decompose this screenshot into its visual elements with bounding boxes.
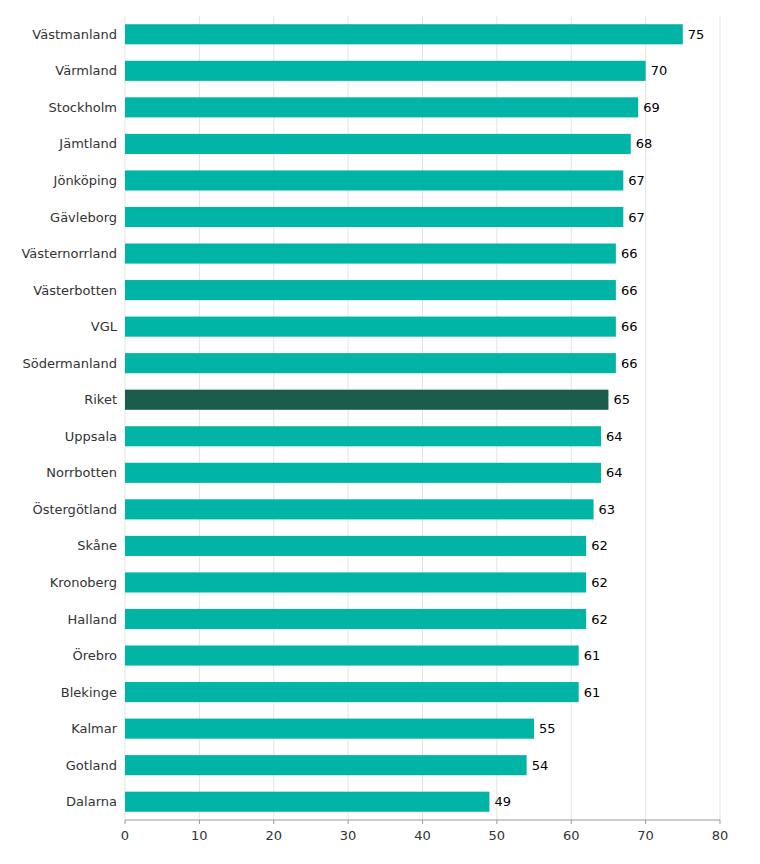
category-label: Stockholm bbox=[49, 100, 117, 115]
tick-mark bbox=[496, 820, 497, 824]
tick-label: 0 bbox=[121, 828, 129, 843]
bar bbox=[125, 170, 623, 190]
bar bbox=[125, 207, 623, 227]
tick-label: 70 bbox=[637, 828, 654, 843]
category-label: Jämtland bbox=[58, 136, 117, 151]
bar bbox=[125, 134, 631, 154]
category-label: Gävleborg bbox=[50, 210, 117, 225]
category-label: VGL bbox=[91, 319, 118, 334]
data-label: 55 bbox=[539, 721, 556, 736]
bar bbox=[125, 609, 586, 629]
bar bbox=[125, 572, 586, 592]
bar bbox=[125, 499, 594, 519]
bar bbox=[125, 24, 683, 44]
category-label: Dalarna bbox=[66, 794, 117, 809]
x-axis: 0 10 20 30 40 50 60 70 80 bbox=[121, 820, 728, 843]
tick-label: 50 bbox=[489, 828, 506, 843]
bar bbox=[125, 463, 601, 483]
data-label: 66 bbox=[621, 283, 638, 298]
data-label: 67 bbox=[628, 173, 645, 188]
bar bbox=[125, 390, 608, 410]
category-label: Skåne bbox=[77, 538, 117, 553]
category-label: Östergötland bbox=[32, 501, 117, 517]
tick-label: 20 bbox=[265, 828, 282, 843]
data-label: 66 bbox=[621, 356, 638, 371]
data-label: 62 bbox=[591, 538, 608, 553]
category-label: Uppsala bbox=[65, 429, 117, 444]
data-label: 68 bbox=[636, 136, 653, 151]
category-label: Värmland bbox=[55, 63, 117, 78]
bar bbox=[125, 317, 616, 337]
category-label: Halland bbox=[68, 612, 117, 627]
data-label: 63 bbox=[599, 502, 616, 517]
bar bbox=[125, 536, 586, 556]
labels: 75 Västmanland 70 Värmland 69 Stockholm 68 Jämt… bbox=[21, 27, 704, 809]
tick-label: 30 bbox=[340, 828, 357, 843]
category-label: Västmanland bbox=[32, 27, 117, 42]
grid-line bbox=[720, 16, 721, 820]
bar bbox=[125, 280, 616, 300]
data-label: 67 bbox=[628, 210, 645, 225]
data-label: 49 bbox=[494, 794, 511, 809]
data-label: 61 bbox=[584, 648, 601, 663]
bar bbox=[125, 61, 646, 81]
data-label: 66 bbox=[621, 319, 638, 334]
category-label: Riket bbox=[84, 392, 117, 407]
tick-mark bbox=[273, 820, 274, 824]
bar bbox=[125, 755, 527, 775]
category-label: Västernorrland bbox=[21, 246, 117, 261]
data-label: 70 bbox=[651, 63, 668, 78]
bar bbox=[125, 719, 534, 739]
category-label: Blekinge bbox=[61, 685, 117, 700]
tick-mark bbox=[720, 820, 721, 824]
data-label: 75 bbox=[688, 27, 705, 42]
tick-mark bbox=[199, 820, 200, 824]
bar bbox=[125, 645, 579, 665]
category-label: Norrbotten bbox=[46, 465, 117, 480]
category-label: Örebro bbox=[72, 647, 117, 663]
category-label: Kronoberg bbox=[50, 575, 117, 590]
chart: 0 10 20 30 40 50 60 70 80 75 Västmanland 70 Värmland… bbox=[0, 0, 760, 864]
chart-container: 0 10 20 30 40 50 60 70 80 75 Västmanland 70 Värmland… bbox=[0, 0, 760, 864]
tick-label: 80 bbox=[712, 828, 729, 843]
grid bbox=[125, 16, 720, 820]
category-label: Södermanland bbox=[22, 356, 117, 371]
data-label: 54 bbox=[532, 758, 549, 773]
tick-label: 60 bbox=[563, 828, 580, 843]
data-label: 65 bbox=[613, 392, 630, 407]
data-label: 62 bbox=[591, 575, 608, 590]
data-label: 64 bbox=[606, 429, 623, 444]
bars bbox=[125, 24, 683, 812]
tick-mark bbox=[571, 820, 572, 824]
tick-mark bbox=[422, 820, 423, 824]
category-label: Kalmar bbox=[71, 721, 118, 736]
category-label: Gotland bbox=[66, 758, 117, 773]
bar bbox=[125, 97, 638, 117]
tick-label: 40 bbox=[414, 828, 431, 843]
category-label: Västerbotten bbox=[33, 283, 117, 298]
tick-mark bbox=[125, 820, 126, 824]
data-label: 69 bbox=[643, 100, 660, 115]
data-label: 61 bbox=[584, 685, 601, 700]
data-label: 66 bbox=[621, 246, 638, 261]
bar bbox=[125, 353, 616, 373]
data-label: 64 bbox=[606, 465, 623, 480]
axis-line bbox=[125, 820, 720, 821]
bar bbox=[125, 792, 489, 812]
tick-label: 10 bbox=[191, 828, 208, 843]
bar bbox=[125, 243, 616, 263]
category-label: Jönköping bbox=[53, 173, 117, 188]
data-label: 62 bbox=[591, 612, 608, 627]
tick-mark bbox=[645, 820, 646, 824]
bar bbox=[125, 426, 601, 446]
tick-mark bbox=[348, 820, 349, 824]
bar bbox=[125, 682, 579, 702]
